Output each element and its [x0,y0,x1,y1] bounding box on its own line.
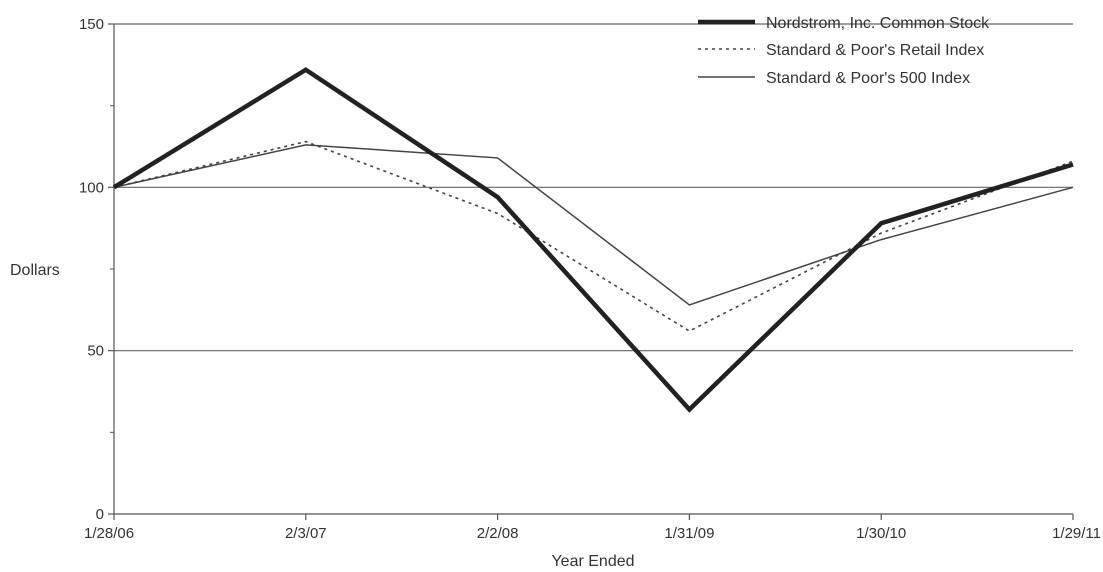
x-tick-label: 2/2/08 [477,525,519,542]
y-tick-label: 0 [96,506,104,523]
x-axis-label: Year Ended [551,553,634,570]
legend-label-1: Standard & Poor's Retail Index [766,42,984,59]
legend: Nordstrom, Inc. Common Stock Standard & P… [698,15,990,87]
legend-label-2: Standard & Poor's 500 Index [766,70,970,87]
series-line-1 [113,140,1074,332]
x-tick-label: 1/30/10 [856,525,906,542]
x-tick-label: 2/3/07 [285,525,327,542]
axes: 0 50 100 150 1/28/06 2/3/07 2/2/08 1/31/09 1/30/… [79,16,1101,542]
gridlines [114,23,1073,352]
x-tick-label: 1/28/06 [84,525,134,542]
series-lines [112,67,1074,413]
y-tick-label: 150 [79,16,104,33]
legend-label-0: Nordstrom, Inc. Common Stock [766,15,990,32]
y-tick-label: 50 [87,343,104,360]
series-line-2 [113,144,1074,306]
x-tick-label: 1/31/09 [664,525,714,542]
y-axis-label: Dollars [10,262,60,279]
x-tick-label: 1/29/11 [1052,525,1101,542]
y-tick-label: 100 [79,179,104,196]
series-line-0 [112,67,1074,413]
